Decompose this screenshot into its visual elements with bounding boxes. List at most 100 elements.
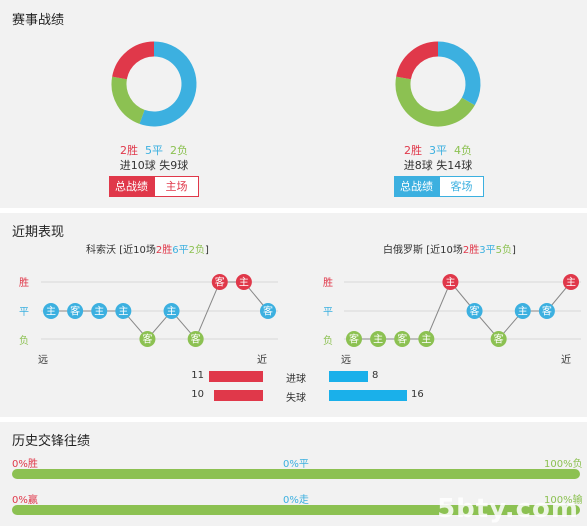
- left-form-match-venue: 主: [46, 306, 56, 318]
- stat-right-bar: [329, 371, 368, 382]
- right-team-header: 白俄罗斯 [近10场2胜3平5负]: [383, 241, 516, 256]
- left-axis-draw: 平: [19, 307, 29, 318]
- right-form-match-marker[interactable]: [370, 331, 387, 347]
- left-form-trend-line: [51, 281, 269, 340]
- right-form-match-marker[interactable]: [394, 331, 411, 347]
- left-donut-draw-slice: [139, 41, 197, 127]
- right-meta-draw: 3平: [479, 245, 496, 256]
- right-axis-win: 胜: [323, 278, 333, 289]
- h2h-row1-bar: [12, 469, 580, 479]
- right-loss-count: 4负: [454, 144, 472, 157]
- left-form-match-marker[interactable]: [67, 303, 84, 319]
- left-meta-draw: 6平: [172, 245, 189, 256]
- right-form-match-venue: 主: [421, 334, 431, 346]
- right-meta-loss: 5负: [495, 245, 512, 256]
- left-form-match-marker[interactable]: [115, 303, 132, 319]
- stat-left-bar: [214, 390, 263, 401]
- left-total-button[interactable]: 总战绩: [109, 176, 154, 197]
- recent-form-panel: 近期表现 科索沃 [近10场2胜6平2负] 白俄罗斯 [近10场2胜3平5负] …: [0, 213, 587, 417]
- left-form-match-marker[interactable]: [187, 331, 204, 347]
- right-draw-count: 3平: [429, 144, 447, 157]
- right-total-button[interactable]: 总战绩: [394, 176, 439, 197]
- h2h-row2-right: 100%输: [544, 495, 583, 506]
- left-axis-near: 近: [257, 355, 267, 366]
- right-donut-chart: [395, 41, 481, 127]
- right-form-match-venue: 主: [518, 306, 528, 318]
- left-loss-count: 2负: [170, 144, 188, 157]
- right-form-match-venue: 客: [470, 305, 480, 318]
- record-panel: 赛事战绩 2胜 5平 2负 进10球 失9球 总战绩 主场 2胜 3平 4负 进…: [0, 0, 587, 208]
- h2h-row1-mid: 0%平: [283, 459, 309, 470]
- right-form-match-marker[interactable]: [418, 331, 435, 347]
- left-form-match-marker[interactable]: [260, 303, 276, 319]
- left-form-match-venue: 客: [70, 305, 80, 318]
- left-home-button[interactable]: 主场: [154, 176, 199, 197]
- right-form-match-venue: 主: [445, 277, 455, 289]
- left-meta-loss: 2负: [188, 245, 205, 256]
- stat-right-value: 8: [372, 370, 379, 381]
- right-axis-draw: 平: [323, 307, 333, 318]
- left-form-match-marker[interactable]: [211, 274, 228, 290]
- right-form-match-venue: 客: [349, 333, 359, 346]
- stat-label: 失球: [286, 393, 306, 404]
- right-form-trend-line: [354, 281, 572, 340]
- left-goals: 进10球 失9球: [119, 159, 189, 172]
- right-form-match-marker[interactable]: [490, 331, 507, 347]
- left-team-name: 科索沃: [86, 245, 116, 256]
- right-form-match-marker[interactable]: [514, 303, 531, 319]
- left-axis-loss: 负: [19, 336, 29, 347]
- right-meta-post: ]: [511, 245, 516, 256]
- h2h-row2-mid: 0%走: [283, 495, 309, 506]
- stat-left-value: 11: [191, 370, 204, 381]
- h2h-row1-right: 100%负: [544, 459, 583, 470]
- right-form-match-venue: 客: [397, 333, 407, 346]
- h2h-row1-left: 0%胜: [12, 459, 38, 470]
- stat-right-bar: [329, 390, 407, 401]
- right-meta-win: 2胜: [462, 245, 480, 256]
- left-donut-win-slice: [112, 41, 155, 80]
- right-donut-win-slice: [396, 41, 439, 80]
- head-to-head-panel: 历史交锋往绩 0%胜 0%平 100%负 0%赢 0%走 100%输 5bty.…: [0, 422, 587, 526]
- h2h-title: 历史交锋往绩: [12, 434, 91, 449]
- right-away-button[interactable]: 客场: [439, 176, 484, 197]
- right-record-summary: 2胜 3平 4负: [388, 142, 488, 158]
- left-donut-loss-slice: [111, 76, 146, 124]
- right-form-match-marker[interactable]: [442, 274, 459, 290]
- left-meta-win: 2胜: [155, 245, 173, 256]
- left-form-match-marker[interactable]: [91, 303, 108, 319]
- stat-left-bar: [209, 371, 263, 382]
- left-form-match-venue: 客: [263, 305, 273, 318]
- left-form-match-venue: 客: [215, 276, 225, 289]
- h2h-row2-left: 0%赢: [12, 495, 38, 506]
- stat-left-value: 10: [191, 389, 204, 400]
- recent-form-title: 近期表现: [12, 225, 65, 240]
- left-form-match-marker[interactable]: [43, 303, 59, 319]
- left-axis-win: 胜: [19, 278, 29, 289]
- left-axis-far: 远: [38, 355, 48, 366]
- record-title: 赛事战绩: [12, 13, 65, 28]
- right-donut-loss-slice: [395, 76, 475, 127]
- right-form-match-marker[interactable]: [563, 274, 579, 290]
- right-form-match-marker[interactable]: [466, 303, 483, 319]
- left-form-match-marker[interactable]: [235, 274, 252, 290]
- form-chart: 主客主主客主客客 主客 客主客主主客客主 客主: [41, 274, 581, 347]
- right-form-match-venue: 客: [542, 305, 552, 318]
- left-record-summary: 2胜 5平 2负: [104, 142, 204, 158]
- left-form-match-venue: 主: [94, 306, 104, 318]
- record-donuts: [111, 41, 481, 127]
- left-form-match-venue: 主: [239, 277, 249, 289]
- left-meta-post: ]: [204, 245, 209, 256]
- right-goals: 进8球 失14球: [403, 159, 473, 172]
- left-form-match-venue: 客: [142, 333, 152, 346]
- right-meta-pre: [近10场: [426, 245, 463, 256]
- right-axis-loss: 负: [323, 336, 333, 347]
- left-form-match-marker[interactable]: [163, 303, 180, 319]
- right-form-match-marker[interactable]: [538, 303, 555, 319]
- right-form-match-venue: 主: [373, 334, 383, 346]
- left-form-match-marker[interactable]: [139, 331, 156, 347]
- left-form-match-venue: 主: [167, 306, 177, 318]
- right-team-name: 白俄罗斯: [383, 245, 423, 256]
- right-axis-far: 远: [341, 355, 351, 366]
- right-form-match-marker[interactable]: [346, 331, 362, 347]
- right-axis-near: 近: [561, 355, 571, 366]
